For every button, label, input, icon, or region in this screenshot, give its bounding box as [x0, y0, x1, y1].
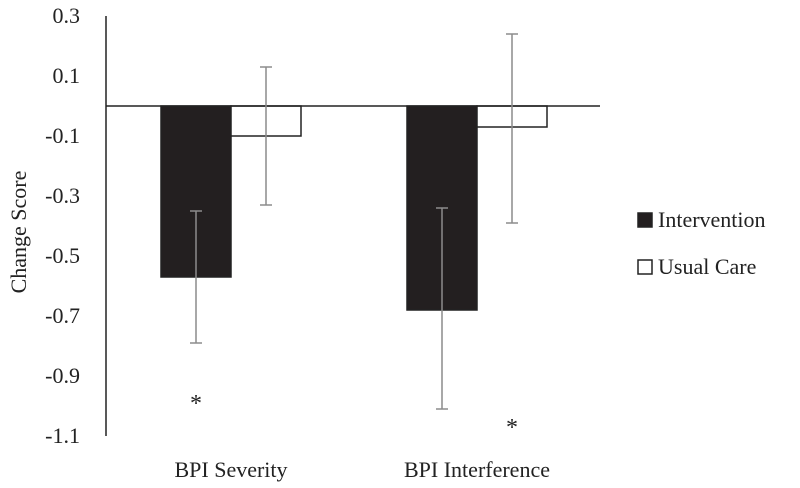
legend-label: Intervention — [658, 207, 766, 232]
y-tick-label: -1.1 — [45, 423, 80, 448]
legend-item: Usual Care — [637, 254, 756, 279]
error-bars — [190, 33, 518, 410]
legend-swatch — [637, 212, 653, 228]
y-tick-label: 0.1 — [53, 63, 81, 88]
y-axis-label: Change Score — [6, 171, 31, 294]
error-bar — [436, 207, 448, 410]
bars — [160, 105, 548, 311]
error-bar — [506, 33, 518, 224]
y-tick-label: -0.9 — [45, 363, 80, 388]
y-tick-labels: 0.3 0.1 -0.1 -0.3 -0.5 -0.7 -0.9 -1.1 — [45, 3, 80, 448]
significance-asterisk: * — [506, 415, 518, 441]
significance-asterisk: * — [190, 391, 202, 417]
legend-item: Intervention — [637, 207, 766, 232]
category-label: BPI Interference — [404, 457, 550, 482]
legend-label: Usual Care — [658, 254, 756, 279]
y-tick-label: -0.3 — [45, 183, 80, 208]
y-tick-label: 0.3 — [53, 3, 81, 28]
category-label: BPI Severity — [174, 457, 287, 482]
y-tick-label: -0.5 — [45, 243, 80, 268]
error-bar — [260, 66, 272, 206]
legend-swatch — [637, 259, 653, 275]
legend: Intervention Usual Care — [637, 207, 766, 279]
category-labels: BPI Severity BPI Interference — [174, 457, 550, 482]
error-bar — [190, 210, 202, 344]
y-tick-label: -0.7 — [45, 303, 80, 328]
y-tick-label: -0.1 — [45, 123, 80, 148]
annotations: ** — [190, 391, 518, 441]
